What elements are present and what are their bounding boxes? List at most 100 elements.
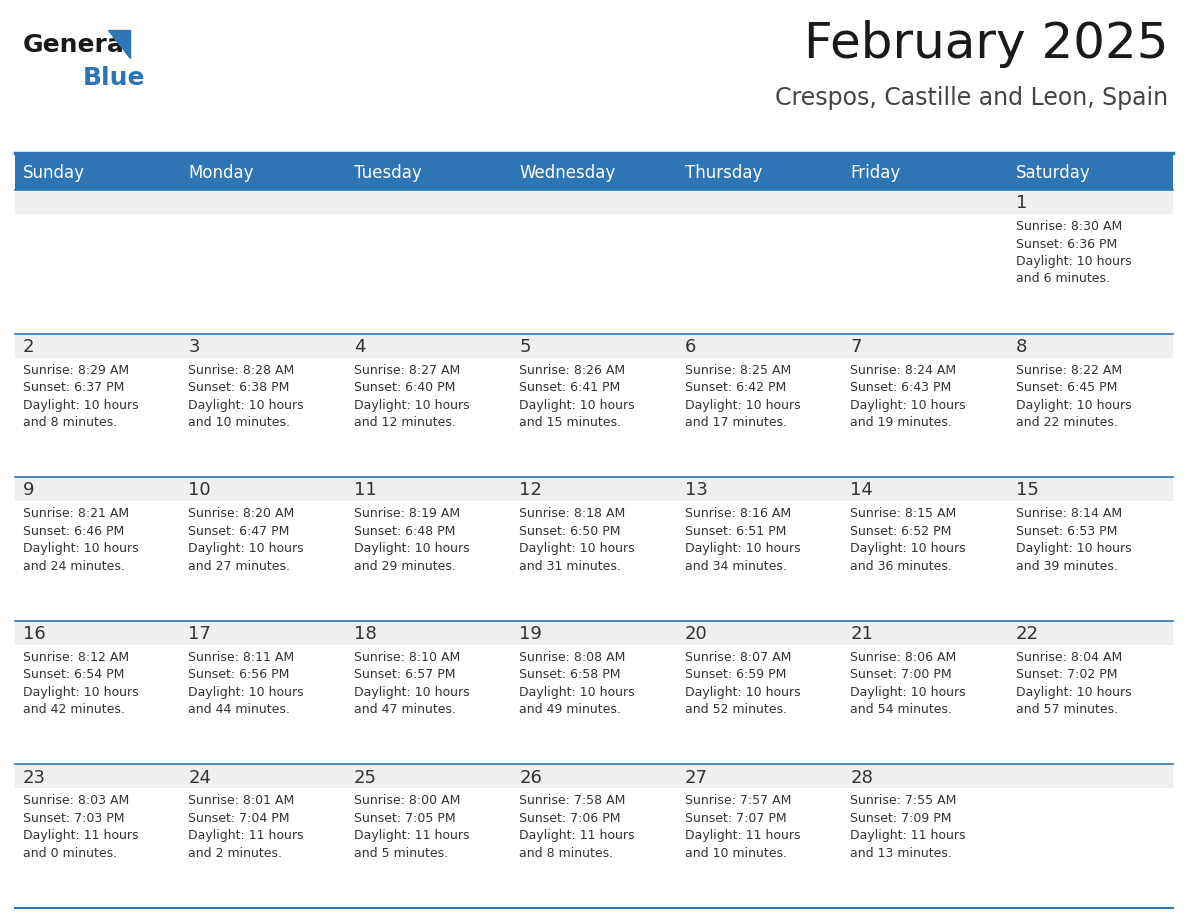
Bar: [1007, 644, 1173, 765]
Bar: [181, 214, 346, 333]
Bar: [346, 789, 511, 908]
Bar: [346, 214, 511, 333]
Text: Sunrise: 7:57 AM
Sunset: 7:07 PM
Daylight: 11 hours
and 10 minutes.: Sunrise: 7:57 AM Sunset: 7:07 PM Dayligh…: [684, 794, 801, 860]
Text: 23: 23: [23, 768, 46, 787]
Text: Sunrise: 8:26 AM
Sunset: 6:41 PM
Daylight: 10 hours
and 15 minutes.: Sunrise: 8:26 AM Sunset: 6:41 PM Dayligh…: [519, 364, 634, 429]
Text: Sunrise: 8:10 AM
Sunset: 6:57 PM
Daylight: 10 hours
and 47 minutes.: Sunrise: 8:10 AM Sunset: 6:57 PM Dayligh…: [354, 651, 469, 716]
Text: 11: 11: [354, 481, 377, 499]
Bar: [346, 621, 511, 644]
Bar: [181, 501, 346, 621]
Text: Sunrise: 8:18 AM
Sunset: 6:50 PM
Daylight: 10 hours
and 31 minutes.: Sunrise: 8:18 AM Sunset: 6:50 PM Dayligh…: [519, 508, 634, 573]
Bar: [181, 155, 346, 190]
Bar: [842, 155, 1007, 190]
Bar: [346, 644, 511, 765]
Bar: [842, 765, 1007, 789]
Bar: [15, 621, 181, 644]
Bar: [511, 477, 677, 501]
Bar: [15, 214, 181, 333]
Bar: [1007, 765, 1173, 789]
Bar: [677, 644, 842, 765]
Text: Sunrise: 8:06 AM
Sunset: 7:00 PM
Daylight: 10 hours
and 54 minutes.: Sunrise: 8:06 AM Sunset: 7:00 PM Dayligh…: [851, 651, 966, 716]
Text: Crespos, Castille and Leon, Spain: Crespos, Castille and Leon, Spain: [775, 86, 1168, 110]
Bar: [181, 765, 346, 789]
Bar: [677, 214, 842, 333]
Text: 28: 28: [851, 768, 873, 787]
Text: Sunrise: 8:20 AM
Sunset: 6:47 PM
Daylight: 10 hours
and 27 minutes.: Sunrise: 8:20 AM Sunset: 6:47 PM Dayligh…: [189, 508, 304, 573]
Text: 26: 26: [519, 768, 542, 787]
Bar: [15, 765, 181, 789]
Bar: [511, 789, 677, 908]
Text: Saturday: Saturday: [1016, 163, 1091, 182]
Text: 12: 12: [519, 481, 542, 499]
Bar: [346, 190, 511, 214]
Bar: [1007, 789, 1173, 908]
Bar: [346, 501, 511, 621]
Bar: [677, 358, 842, 477]
Bar: [1007, 190, 1173, 214]
Bar: [181, 644, 346, 765]
Text: 13: 13: [684, 481, 708, 499]
Text: 16: 16: [23, 625, 46, 643]
Text: Sunrise: 8:07 AM
Sunset: 6:59 PM
Daylight: 10 hours
and 52 minutes.: Sunrise: 8:07 AM Sunset: 6:59 PM Dayligh…: [684, 651, 801, 716]
Bar: [677, 155, 842, 190]
Text: Sunrise: 8:11 AM
Sunset: 6:56 PM
Daylight: 10 hours
and 44 minutes.: Sunrise: 8:11 AM Sunset: 6:56 PM Dayligh…: [189, 651, 304, 716]
Bar: [181, 358, 346, 477]
Text: 8: 8: [1016, 338, 1026, 356]
Polygon shape: [108, 30, 129, 58]
Text: Wednesday: Wednesday: [519, 163, 615, 182]
Bar: [842, 190, 1007, 214]
Text: Monday: Monday: [189, 163, 254, 182]
Text: Sunrise: 7:55 AM
Sunset: 7:09 PM
Daylight: 11 hours
and 13 minutes.: Sunrise: 7:55 AM Sunset: 7:09 PM Dayligh…: [851, 794, 966, 860]
Text: 6: 6: [684, 338, 696, 356]
Bar: [15, 190, 181, 214]
Bar: [1007, 333, 1173, 358]
Bar: [842, 789, 1007, 908]
Text: Sunday: Sunday: [23, 163, 86, 182]
Text: 1: 1: [1016, 195, 1026, 212]
Bar: [1007, 155, 1173, 190]
Text: Sunrise: 8:22 AM
Sunset: 6:45 PM
Daylight: 10 hours
and 22 minutes.: Sunrise: 8:22 AM Sunset: 6:45 PM Dayligh…: [1016, 364, 1131, 429]
Bar: [677, 765, 842, 789]
Bar: [842, 501, 1007, 621]
Text: Sunrise: 8:27 AM
Sunset: 6:40 PM
Daylight: 10 hours
and 12 minutes.: Sunrise: 8:27 AM Sunset: 6:40 PM Dayligh…: [354, 364, 469, 429]
Text: 24: 24: [189, 768, 211, 787]
Bar: [181, 621, 346, 644]
Bar: [181, 190, 346, 214]
Bar: [511, 644, 677, 765]
Bar: [842, 477, 1007, 501]
Bar: [842, 358, 1007, 477]
Text: Blue: Blue: [83, 66, 145, 90]
Text: 14: 14: [851, 481, 873, 499]
Bar: [677, 501, 842, 621]
Bar: [346, 765, 511, 789]
Bar: [15, 155, 181, 190]
Bar: [1007, 214, 1173, 333]
Bar: [842, 621, 1007, 644]
Bar: [15, 789, 181, 908]
Text: Sunrise: 8:04 AM
Sunset: 7:02 PM
Daylight: 10 hours
and 57 minutes.: Sunrise: 8:04 AM Sunset: 7:02 PM Dayligh…: [1016, 651, 1131, 716]
Bar: [181, 789, 346, 908]
Bar: [511, 765, 677, 789]
Bar: [15, 333, 181, 358]
Bar: [346, 333, 511, 358]
Text: Sunrise: 8:29 AM
Sunset: 6:37 PM
Daylight: 10 hours
and 8 minutes.: Sunrise: 8:29 AM Sunset: 6:37 PM Dayligh…: [23, 364, 139, 429]
Text: 7: 7: [851, 338, 861, 356]
Text: Sunrise: 8:30 AM
Sunset: 6:36 PM
Daylight: 10 hours
and 6 minutes.: Sunrise: 8:30 AM Sunset: 6:36 PM Dayligh…: [1016, 220, 1131, 285]
Bar: [511, 155, 677, 190]
Text: Sunrise: 8:08 AM
Sunset: 6:58 PM
Daylight: 10 hours
and 49 minutes.: Sunrise: 8:08 AM Sunset: 6:58 PM Dayligh…: [519, 651, 634, 716]
Text: February 2025: February 2025: [803, 20, 1168, 68]
Bar: [677, 333, 842, 358]
Text: Sunrise: 8:25 AM
Sunset: 6:42 PM
Daylight: 10 hours
and 17 minutes.: Sunrise: 8:25 AM Sunset: 6:42 PM Dayligh…: [684, 364, 801, 429]
Text: Sunrise: 8:03 AM
Sunset: 7:03 PM
Daylight: 11 hours
and 0 minutes.: Sunrise: 8:03 AM Sunset: 7:03 PM Dayligh…: [23, 794, 139, 860]
Bar: [677, 190, 842, 214]
Text: 10: 10: [189, 481, 211, 499]
Bar: [15, 477, 181, 501]
Bar: [511, 214, 677, 333]
Text: Sunrise: 8:19 AM
Sunset: 6:48 PM
Daylight: 10 hours
and 29 minutes.: Sunrise: 8:19 AM Sunset: 6:48 PM Dayligh…: [354, 508, 469, 573]
Text: Sunrise: 7:58 AM
Sunset: 7:06 PM
Daylight: 11 hours
and 8 minutes.: Sunrise: 7:58 AM Sunset: 7:06 PM Dayligh…: [519, 794, 634, 860]
Text: 20: 20: [684, 625, 708, 643]
Bar: [346, 477, 511, 501]
Bar: [677, 789, 842, 908]
Text: 4: 4: [354, 338, 366, 356]
Bar: [842, 214, 1007, 333]
